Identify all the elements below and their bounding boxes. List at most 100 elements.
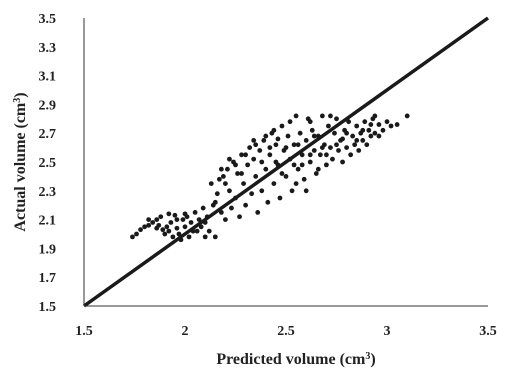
data-point xyxy=(130,234,135,240)
data-point xyxy=(170,234,176,240)
data-point xyxy=(360,127,366,133)
data-point xyxy=(204,214,210,220)
data-point xyxy=(214,191,220,197)
y-tick-label: 2.7 xyxy=(39,127,57,142)
data-point xyxy=(319,145,325,151)
data-point xyxy=(366,127,372,133)
data-point xyxy=(332,130,337,136)
data-point xyxy=(247,145,253,151)
data-point xyxy=(328,145,333,151)
data-point xyxy=(336,148,341,153)
data-point xyxy=(340,136,345,142)
data-point xyxy=(218,166,224,172)
data-point xyxy=(233,195,238,201)
x-tick-label: 3.5 xyxy=(479,324,497,339)
data-point xyxy=(263,166,269,172)
data-point xyxy=(334,116,339,122)
data-point xyxy=(251,156,257,162)
data-point xyxy=(299,152,305,158)
data-point xyxy=(142,224,148,230)
data-point xyxy=(182,211,188,217)
data-point xyxy=(307,159,313,165)
data-point xyxy=(174,225,180,231)
data-point xyxy=(146,222,152,228)
data-point xyxy=(223,217,228,223)
data-point xyxy=(309,127,315,133)
x-axis-title-close: ) xyxy=(370,351,375,368)
data-point xyxy=(291,142,297,148)
data-point xyxy=(186,234,192,240)
data-point xyxy=(291,162,297,168)
data-point xyxy=(251,138,257,143)
data-point xyxy=(348,152,354,158)
data-point xyxy=(350,133,356,139)
data-point xyxy=(354,138,360,143)
data-point xyxy=(299,162,305,168)
data-point xyxy=(315,133,321,139)
data-point xyxy=(384,119,390,125)
data-point xyxy=(277,195,283,201)
data-point xyxy=(225,166,230,172)
data-point xyxy=(192,210,198,215)
data-point xyxy=(227,188,232,194)
data-point xyxy=(364,142,370,148)
data-point xyxy=(285,133,291,139)
data-point xyxy=(372,113,378,119)
data-point xyxy=(174,217,180,223)
y-tick-label: 2.3 xyxy=(39,185,57,200)
x-axis-title-text: Predicted volume (cm xyxy=(216,351,366,368)
data-point xyxy=(394,122,400,127)
data-point xyxy=(324,152,329,158)
data-point xyxy=(273,142,279,148)
data-point xyxy=(160,227,166,233)
data-point xyxy=(220,174,226,179)
data-point xyxy=(293,181,299,187)
data-point xyxy=(334,142,339,148)
data-point xyxy=(212,199,218,205)
data-point xyxy=(326,123,331,129)
x-tick-label: 2 xyxy=(182,324,189,339)
data-point xyxy=(206,228,212,234)
data-point xyxy=(319,113,325,119)
y-tick-label: 2.5 xyxy=(39,156,57,171)
data-point xyxy=(255,210,261,215)
data-point xyxy=(265,199,271,205)
data-point xyxy=(239,171,244,176)
data-point xyxy=(307,119,313,125)
data-point xyxy=(263,133,269,139)
data-point xyxy=(194,228,200,234)
data-point xyxy=(237,214,242,220)
data-point xyxy=(166,211,172,217)
data-point xyxy=(346,119,352,125)
data-point xyxy=(283,145,289,151)
data-point xyxy=(273,159,279,165)
y-tick-label: 3.5 xyxy=(39,12,57,27)
y-tick-label: 1.7 xyxy=(39,271,57,286)
y-tick-label: 1.5 xyxy=(39,300,57,315)
data-point xyxy=(212,234,218,240)
data-point xyxy=(200,205,206,211)
data-point xyxy=(259,188,265,194)
data-point xyxy=(303,138,309,143)
data-point xyxy=(138,227,143,233)
data-point xyxy=(303,188,309,194)
data-point xyxy=(362,119,368,125)
data-point xyxy=(253,174,259,179)
data-point xyxy=(261,138,267,143)
data-point xyxy=(166,228,172,234)
data-point xyxy=(287,156,293,162)
data-point xyxy=(245,162,251,168)
data-point xyxy=(229,205,234,211)
data-point xyxy=(182,224,188,230)
data-point xyxy=(150,220,156,225)
data-point xyxy=(271,181,277,187)
data-point xyxy=(311,133,317,139)
y-tick-labels: 1.5 1.7 1.9 2.1 2.3 2.5 2.7 2.9 3.1 3.3 3.5 xyxy=(39,12,57,315)
data-point xyxy=(271,127,277,133)
data-point xyxy=(354,123,360,129)
data-point xyxy=(202,234,208,240)
data-point xyxy=(243,152,249,158)
data-point xyxy=(253,142,259,148)
x-tick-label: 2.5 xyxy=(277,324,295,339)
